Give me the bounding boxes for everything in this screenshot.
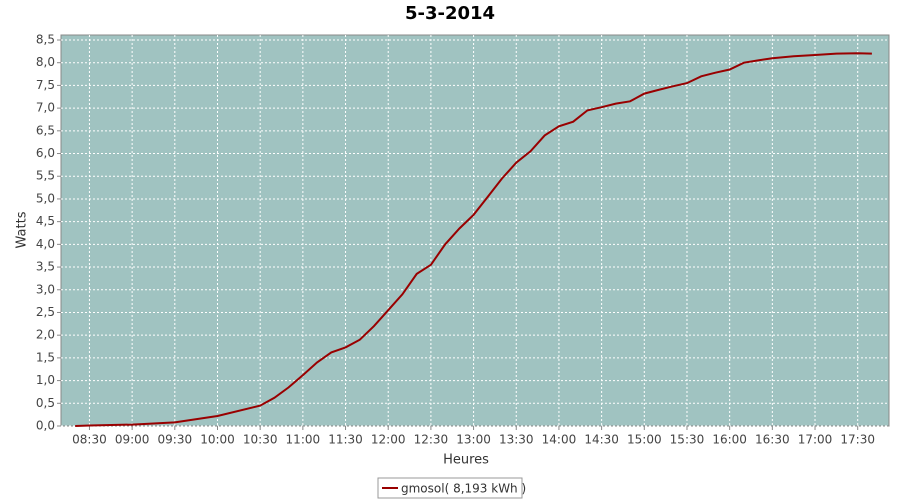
y-tick-label: 4,5 bbox=[36, 214, 55, 228]
x-tick-label: 14:00 bbox=[542, 433, 577, 447]
y-tick-label: 3,5 bbox=[36, 260, 55, 274]
x-tick-label: 15:30 bbox=[670, 433, 705, 447]
x-tick-label: 17:30 bbox=[840, 433, 875, 447]
x-tick-label: 09:30 bbox=[158, 433, 193, 447]
y-tick-label: 7,5 bbox=[36, 78, 55, 92]
plot-area bbox=[60, 34, 890, 427]
x-tick-label: 15:00 bbox=[627, 433, 662, 447]
y-tick-label: 6,5 bbox=[36, 123, 55, 137]
x-tick-label: 16:30 bbox=[755, 433, 790, 447]
y-tick-label: 3,0 bbox=[36, 282, 55, 296]
y-tick-label: 5,0 bbox=[36, 191, 55, 205]
x-tick-label: 08:30 bbox=[72, 433, 107, 447]
x-tick-label: 10:00 bbox=[200, 433, 235, 447]
y-tick-label: 7,0 bbox=[36, 101, 55, 115]
legend-label: gmosol( 8,193 kWh ) bbox=[401, 482, 526, 496]
y-tick-label: 2,5 bbox=[36, 305, 55, 319]
y-tick-label: 2,0 bbox=[36, 328, 55, 342]
y-tick-label: 0,0 bbox=[36, 419, 55, 433]
y-tick-label: 8,5 bbox=[36, 32, 55, 46]
x-tick-label: 13:30 bbox=[499, 433, 534, 447]
y-axis-label: Watts bbox=[15, 211, 30, 248]
x-tick-label: 11:00 bbox=[286, 433, 321, 447]
x-tick-label: 17:00 bbox=[798, 433, 833, 447]
series-line bbox=[75, 52, 872, 427]
x-tick-label: 12:30 bbox=[414, 433, 449, 447]
y-tick-label: 6,0 bbox=[36, 146, 55, 160]
y-tick-label: 8,0 bbox=[36, 55, 55, 69]
x-tick-label: 11:30 bbox=[328, 433, 363, 447]
y-tick-label: 4,0 bbox=[36, 237, 55, 251]
y-tick-label: 5,5 bbox=[36, 169, 55, 183]
legend-box bbox=[377, 477, 523, 499]
y-tick-label: 0,5 bbox=[36, 396, 55, 410]
x-axis-label: Heures bbox=[443, 453, 489, 468]
y-tick-label: 1,0 bbox=[36, 373, 55, 387]
x-tick-label: 14:30 bbox=[584, 433, 619, 447]
chart-title: 5-3-2014 bbox=[405, 3, 495, 24]
x-tick-label: 10:30 bbox=[243, 433, 278, 447]
y-tick-label: 1,5 bbox=[36, 350, 55, 364]
x-tick-label: 12:00 bbox=[371, 433, 406, 447]
x-tick-label: 09:00 bbox=[115, 433, 150, 447]
x-tick-label: 16:00 bbox=[712, 433, 747, 447]
x-tick-label: 13:00 bbox=[456, 433, 491, 447]
